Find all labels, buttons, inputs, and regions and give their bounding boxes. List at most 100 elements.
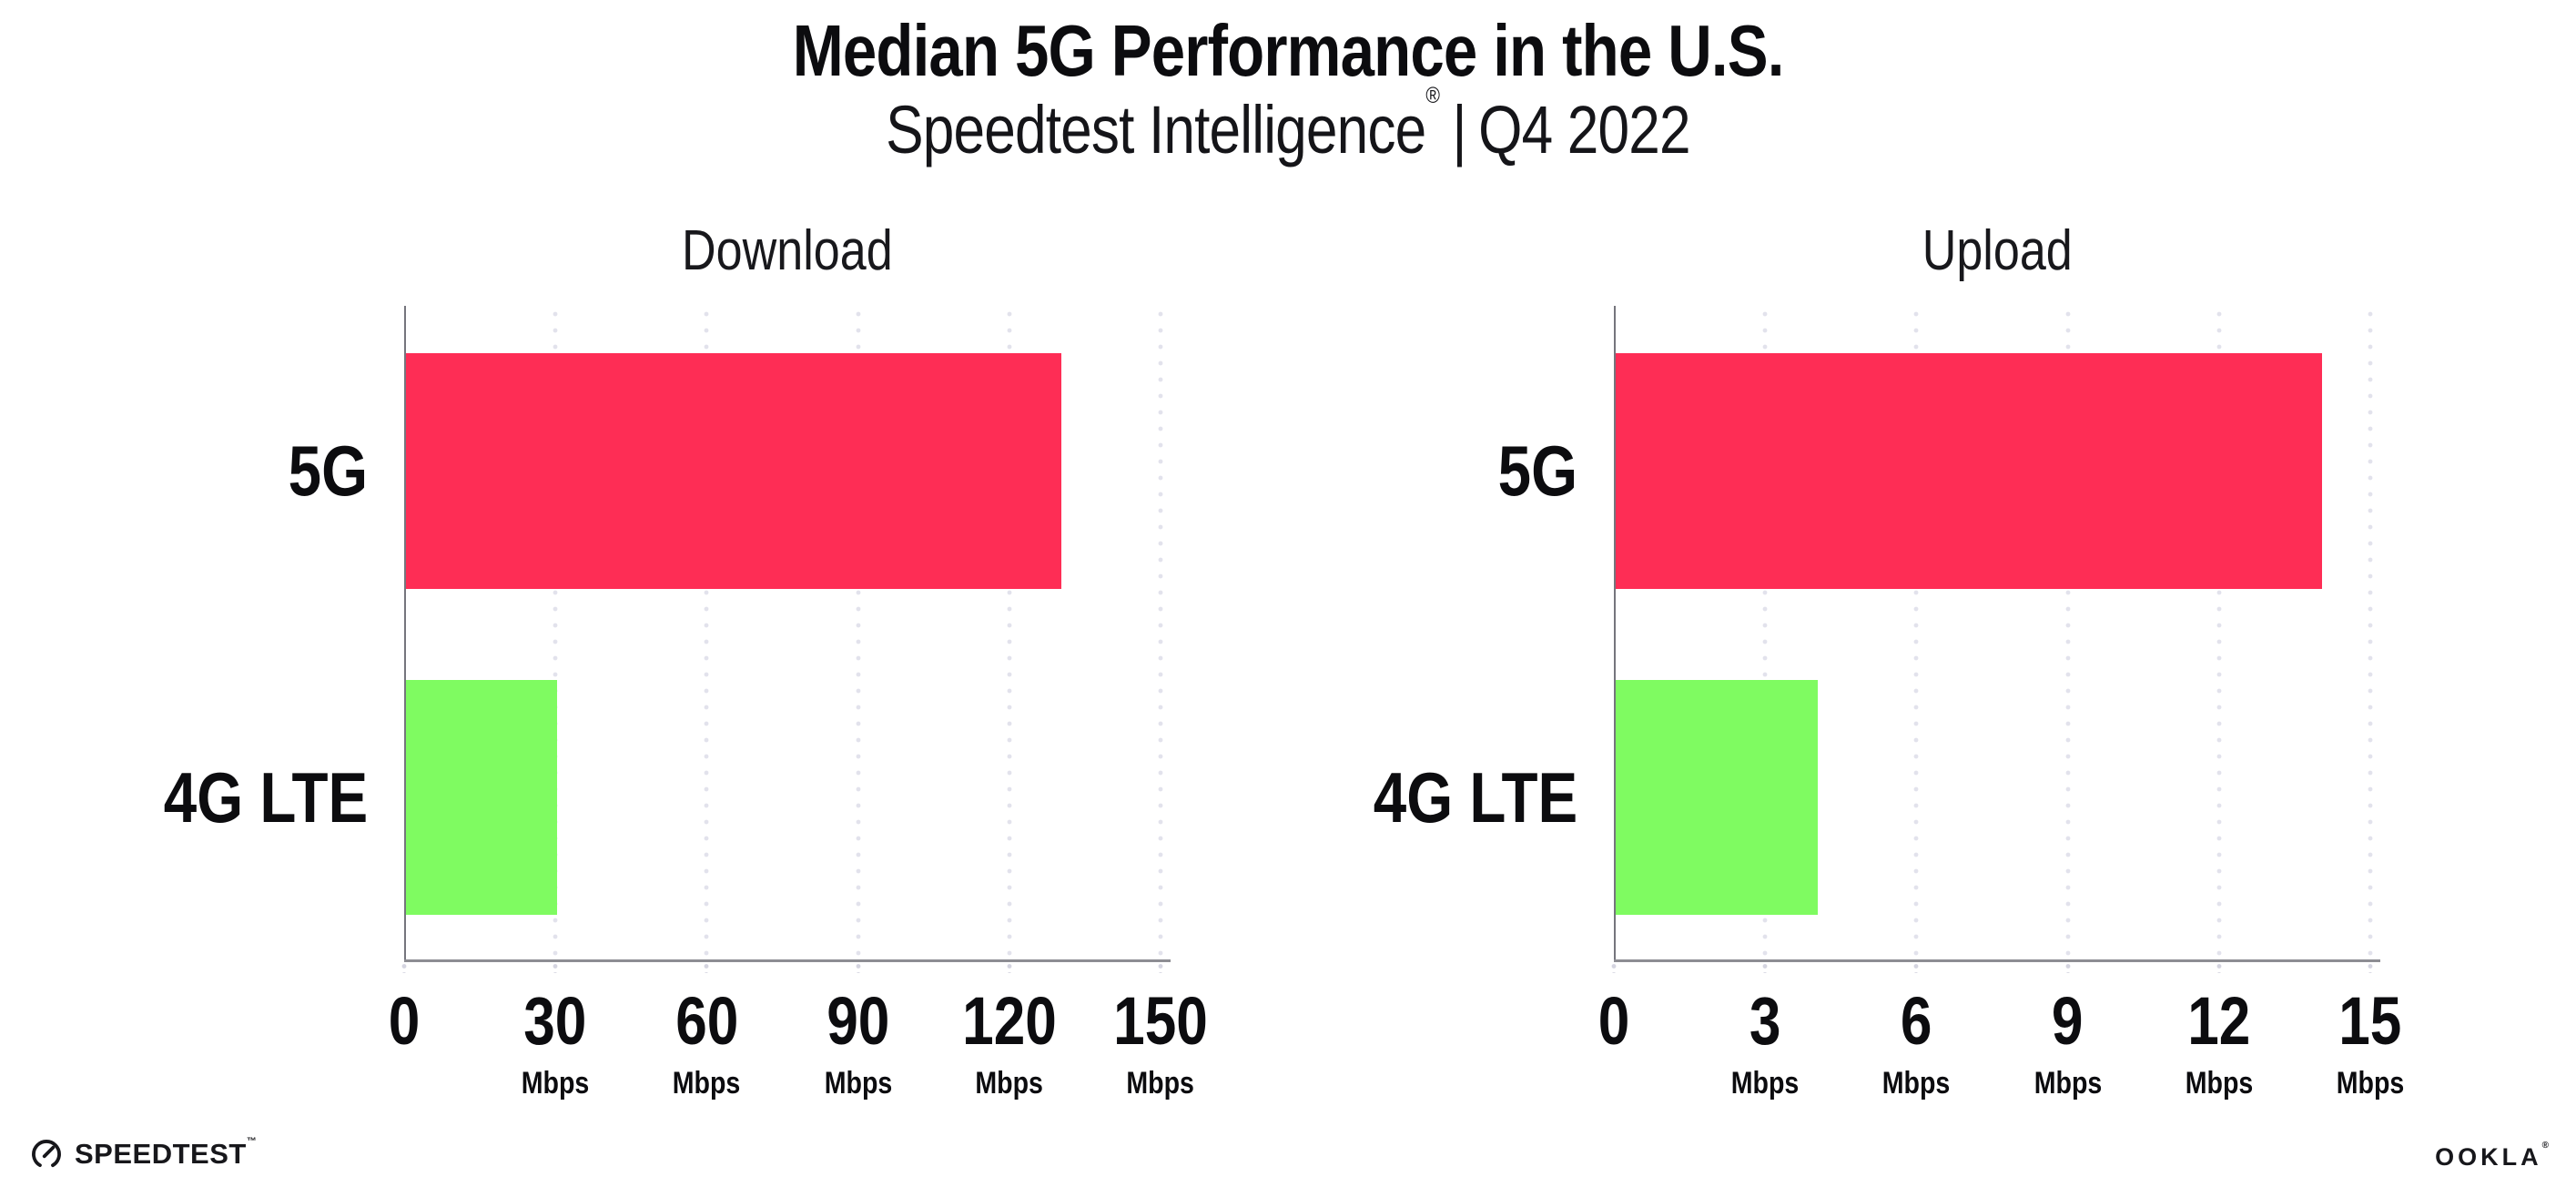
tick-download-60: 60 Mbps xyxy=(666,988,747,1100)
page-subtitle: Speedtest Intelligence® | Q4 2022 xyxy=(0,84,2576,167)
tick-upload-15: 15 Mbps xyxy=(2330,988,2411,1100)
subtitle-period: Q4 2022 xyxy=(1478,92,1690,167)
gridline-12 xyxy=(2216,306,2222,960)
tick-unit-text: Mbps xyxy=(2336,1066,2405,1101)
category-label-5g: 5G xyxy=(288,431,368,512)
tick-unit: Mbps xyxy=(1104,1068,1216,1099)
tick-upload-9: 9 Mbps xyxy=(2027,988,2108,1100)
page-title: Median 5G Performance in the U.S. xyxy=(0,13,2576,89)
tick-value-text: 3 xyxy=(1749,983,1781,1059)
bar-4g-lte-upload xyxy=(1616,679,1818,916)
y-axis-line-upload xyxy=(1614,306,1616,960)
category-label-5g: 5G xyxy=(1497,431,1577,512)
tick-unit-text: Mbps xyxy=(2185,1066,2254,1101)
tick-value: 120 xyxy=(953,988,1065,1055)
chart-title-text-download: Download xyxy=(682,219,893,282)
axis-tickmark-15 xyxy=(2368,962,2373,973)
tick-value: 0 xyxy=(385,988,422,1055)
tick-value: 6 xyxy=(1876,988,1957,1055)
tick-value-text: 9 xyxy=(2052,983,2084,1059)
bar-4g-lte-download xyxy=(406,679,558,916)
category-labels-upload: 5G 4G LTE xyxy=(1278,306,1614,960)
chart-download: Download 5G 4G LTE 0 30 Mbps 60 Mbps 90 Mbps 120 Mb… xyxy=(68,223,1208,1100)
tick-value-text: 12 xyxy=(2187,983,2251,1059)
x-axis-line-download xyxy=(404,959,1171,962)
axis-tickmark-12 xyxy=(2216,962,2222,973)
tick-unit-text: Mbps xyxy=(1126,1066,1195,1101)
tick-upload-3: 3 Mbps xyxy=(1725,983,1806,1100)
tick-unit-text: Mbps xyxy=(1882,1066,1951,1101)
tick-download-120: 120 Mbps xyxy=(953,988,1065,1100)
y-axis-line-download xyxy=(404,306,406,960)
x-axis-ticks-download: 0 30 Mbps 60 Mbps 90 Mbps 120 Mbps 150 Mbps xyxy=(389,988,1208,1133)
tick-unit: Mbps xyxy=(666,1068,747,1099)
axis-tickmark-90 xyxy=(856,962,861,973)
axis-tickmark-3 xyxy=(1762,962,1768,973)
tick-unit: Mbps xyxy=(2330,1068,2411,1099)
subtitle-separator: | xyxy=(1452,92,1466,167)
bar-5g-upload xyxy=(1616,352,2322,589)
tick-unit-text: Mbps xyxy=(1730,1066,1800,1101)
tick-value-text: 0 xyxy=(1597,983,1630,1059)
tick-unit: Mbps xyxy=(515,1068,596,1099)
chart-title-download: Download xyxy=(404,223,1171,279)
tick-value: 60 xyxy=(666,988,747,1055)
gridline-60 xyxy=(704,306,709,960)
axis-tickmark-9 xyxy=(2065,962,2071,973)
tick-value-text: 150 xyxy=(1113,983,1208,1059)
tick-value: 9 xyxy=(2027,988,2108,1055)
tick-value: 150 xyxy=(1104,988,1216,1055)
tick-unit-text: Mbps xyxy=(975,1066,1044,1101)
speedtest-gauge-icon xyxy=(32,1140,61,1169)
chart-title-text-upload: Upload xyxy=(1922,219,2073,282)
chart-title-upload: Upload xyxy=(1614,223,2380,279)
axis-tickmark-6 xyxy=(1913,962,1919,973)
gridline-120 xyxy=(1007,306,1012,960)
tick-value: 90 xyxy=(817,988,898,1055)
tick-value: 30 xyxy=(515,988,596,1055)
tick-unit: Mbps xyxy=(1725,1068,1806,1099)
plot-area-upload xyxy=(1611,306,2380,973)
tick-unit-text: Mbps xyxy=(521,1066,590,1101)
page-subtitle-text: Speedtest Intelligence® | Q4 2022 xyxy=(886,84,1690,167)
tick-upload-0: 0 xyxy=(1595,988,1632,1055)
tick-unit: Mbps xyxy=(2178,1068,2259,1099)
tick-value: 0 xyxy=(1595,988,1632,1055)
trademark-mark: ™ xyxy=(246,1135,258,1147)
gridline-9 xyxy=(2065,306,2071,960)
x-axis-ticks-upload: 0 3 Mbps 6 Mbps 9 Mbps 12 Mbps 15 Mbps xyxy=(1598,983,2404,1133)
speedtest-logo: SPEEDTEST™ xyxy=(30,1135,258,1171)
ookla-logo: OOKLA® xyxy=(2435,1141,2549,1172)
axis-tickmark-60 xyxy=(704,962,709,973)
tick-value-text: 90 xyxy=(826,983,890,1059)
ookla-registered-mark: ® xyxy=(2541,1141,2549,1151)
tick-unit: Mbps xyxy=(953,1068,1065,1099)
category-label-4g-lte: 4G LTE xyxy=(1373,756,1577,837)
tick-download-150: 150 Mbps xyxy=(1104,988,1216,1100)
tick-download-0: 0 xyxy=(385,988,422,1055)
tick-unit-text: Mbps xyxy=(2033,1066,2102,1101)
category-labels-download: 5G 4G LTE xyxy=(68,306,404,960)
tick-value: 12 xyxy=(2178,988,2259,1055)
tick-value: 15 xyxy=(2330,988,2411,1055)
tick-download-90: 90 Mbps xyxy=(817,988,898,1100)
speedtest-wordmark: SPEEDTEST™ xyxy=(75,1135,258,1171)
tick-unit-text: Mbps xyxy=(673,1066,741,1101)
category-label-4g-lte: 4G LTE xyxy=(163,756,368,837)
chart-upload: Upload 5G 4G LTE 0 3 Mbps 6 Mbps 9 Mbps 12 Mbps 15 Mb… xyxy=(1278,223,2405,1100)
registered-mark: ® xyxy=(1425,83,1440,109)
page-title-text: Median 5G Performance in the U.S. xyxy=(792,10,1785,91)
ookla-label: OOKLA xyxy=(2435,1143,2542,1171)
axis-tickmark-150 xyxy=(1158,962,1163,973)
tick-unit: Mbps xyxy=(2027,1068,2108,1099)
tick-value-text: 6 xyxy=(1901,983,1932,1059)
bar-5g-download xyxy=(406,352,1062,589)
gridline-90 xyxy=(856,306,861,960)
tick-value-text: 15 xyxy=(2338,983,2402,1059)
gridline-6 xyxy=(1913,306,1919,960)
tick-unit: Mbps xyxy=(1876,1068,1957,1099)
gridline-3 xyxy=(1762,306,1768,960)
tick-value-text: 60 xyxy=(674,983,738,1059)
axis-tickmark-30 xyxy=(553,962,558,973)
